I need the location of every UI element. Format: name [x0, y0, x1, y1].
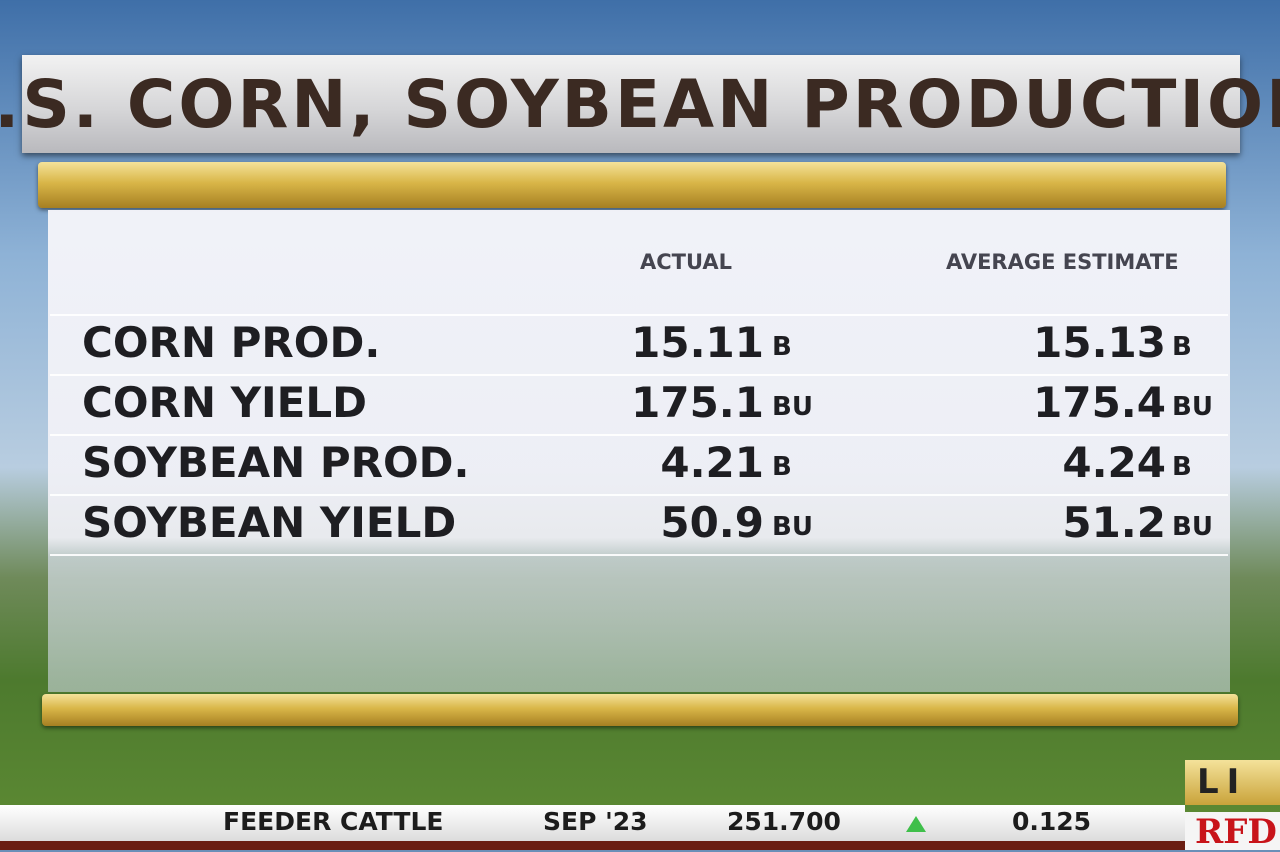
estimate-value: 15.13	[1033, 318, 1166, 367]
estimate-value: 51.2	[1062, 498, 1166, 547]
gold-bar	[42, 694, 1238, 726]
table-panel	[48, 210, 1230, 692]
estimate-unit: BU	[1172, 392, 1213, 422]
row-label: SOYBEAN PROD.	[82, 438, 470, 487]
actual-value: 50.9	[660, 498, 764, 547]
row-label: SOYBEAN YIELD	[82, 498, 457, 547]
row-label: CORN YIELD	[82, 378, 367, 427]
title: U.S. CORN, SOYBEAN PRODUCTION	[0, 65, 1280, 143]
lower-ticker	[0, 841, 1185, 850]
row-label: CORN PROD.	[82, 318, 381, 367]
live-badge: LI	[1185, 760, 1280, 805]
actual-unit: B	[772, 452, 792, 482]
ticker-contract: SEP '23	[543, 807, 648, 836]
ticker-price: 251.700	[727, 807, 841, 836]
ticker-commodity: FEEDER CATTLE	[223, 807, 444, 836]
up-arrow	[906, 816, 926, 832]
actual-value: 15.11	[631, 318, 764, 367]
actual-unit: BU	[772, 512, 813, 542]
estimate-value: 175.4	[1033, 378, 1166, 427]
actual-value: 4.21	[660, 438, 764, 487]
title-bar: U.S. CORN, SOYBEAN PRODUCTION	[0, 55, 1280, 153]
ticker	[0, 805, 1185, 841]
estimate-unit: B	[1172, 332, 1192, 362]
column-header: AVERAGE ESTIMATE	[946, 250, 1179, 274]
column-header: ACTUAL	[640, 250, 733, 274]
actual-unit: B	[772, 332, 792, 362]
estimate-value: 4.24	[1062, 438, 1166, 487]
ticker-change: 0.125	[1012, 807, 1092, 836]
actual-value: 175.1	[631, 378, 764, 427]
row-divider	[50, 434, 1228, 436]
estimate-unit: B	[1172, 452, 1192, 482]
row-divider	[50, 374, 1228, 376]
logo: RFD	[1185, 812, 1280, 852]
estimate-unit: BU	[1172, 512, 1213, 542]
row-divider	[50, 314, 1228, 316]
actual-unit: BU	[772, 392, 813, 422]
gold-bar	[38, 162, 1226, 208]
row-divider	[50, 494, 1228, 496]
row-divider	[50, 554, 1228, 556]
